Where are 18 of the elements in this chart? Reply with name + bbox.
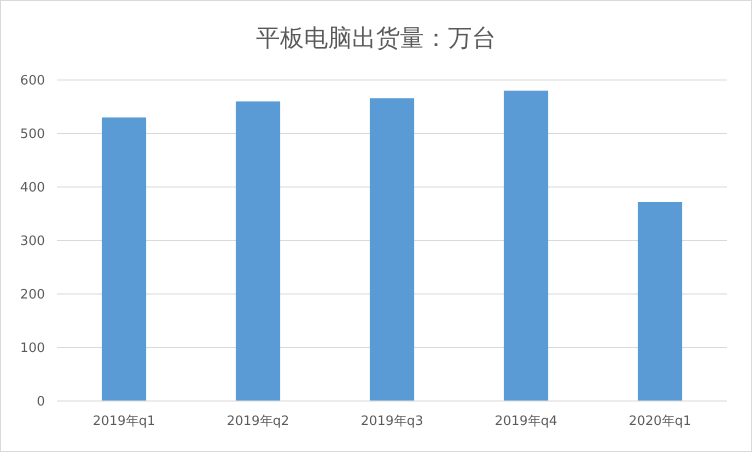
bar [638,202,682,401]
bar [370,98,414,401]
y-tick-label: 0 [36,394,45,410]
bar [504,90,548,401]
x-tick-label: 2019年q4 [494,414,558,429]
x-tick-label: 2019年q2 [226,414,290,429]
bar [236,101,280,401]
x-tick-label: 2019年q3 [360,414,424,429]
y-tick-label: 600 [20,74,45,89]
chart-title: 平板电脑出货量：万台 [256,24,496,52]
bar [102,117,146,401]
y-tick-label: 500 [20,127,45,142]
x-tick-label: 2019年q1 [92,414,156,429]
y-tick-label: 400 [20,180,45,196]
x-tick-label: 2020年q1 [628,414,692,429]
y-tick-label: 200 [20,288,45,303]
y-tick-label: 100 [20,341,45,356]
y-tick-label: 300 [20,234,45,250]
